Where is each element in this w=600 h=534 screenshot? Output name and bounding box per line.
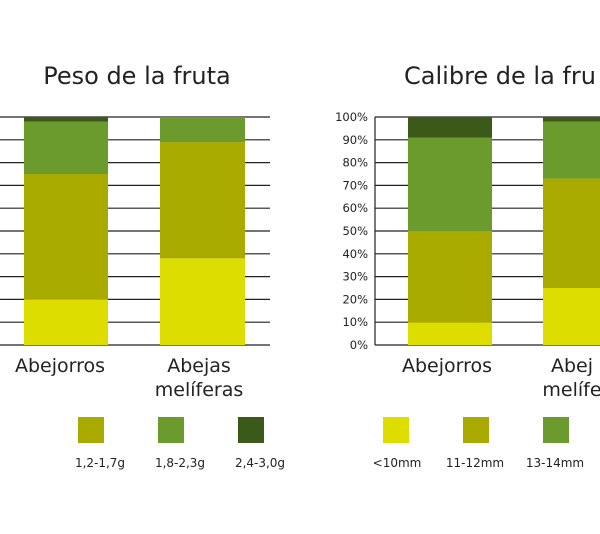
bar-segment	[543, 117, 600, 122]
bar-segment	[543, 288, 600, 345]
y-tick-label: 10%	[342, 315, 368, 329]
y-tick-label: 0%	[350, 338, 368, 352]
bar-segment	[408, 231, 492, 323]
legend-swatch	[238, 417, 264, 443]
bar-segment	[160, 258, 245, 345]
y-tick-label: 50%	[342, 224, 368, 238]
bar-segment	[543, 121, 600, 179]
bar-segment	[24, 174, 108, 300]
category-label: Abejas	[167, 355, 231, 377]
y-tick-label: 30%	[342, 270, 368, 284]
chart-title: Peso de la fruta	[43, 62, 230, 90]
category-label: melíferas	[155, 379, 244, 401]
legend-label: 1,8-2,3g	[155, 456, 205, 470]
y-tick-label: 60%	[342, 201, 368, 215]
bar-segment	[408, 137, 492, 231]
bar-segment	[408, 322, 492, 345]
category-label: Abejorros	[402, 355, 492, 377]
y-tick-label: 20%	[342, 292, 368, 306]
category-label: Abej	[551, 355, 593, 377]
legend-label: <10mm	[373, 456, 422, 470]
chart-title: Calibre de la fru	[404, 62, 596, 90]
bars	[24, 117, 600, 345]
bar-segment	[24, 121, 108, 174]
y-tick-label: 100%	[335, 110, 368, 124]
bar-segment	[160, 142, 245, 259]
bar-segment	[160, 117, 245, 143]
bar-segment	[24, 299, 108, 345]
legend-swatch	[158, 417, 184, 443]
legend-swatch	[543, 417, 569, 443]
y-tick-label: 90%	[342, 133, 368, 147]
legend-swatch	[78, 417, 104, 443]
bar-segment	[408, 117, 492, 138]
bar-segment	[24, 117, 108, 122]
legend-label: 11-12mm	[446, 456, 504, 470]
bar-segment	[543, 178, 600, 288]
y-tick-label: 40%	[342, 247, 368, 261]
legend-label: 1,2-1,7g	[75, 456, 125, 470]
category-label: melífe	[542, 379, 600, 401]
legend-swatch	[463, 417, 489, 443]
legends: 1,1g1,2-1,7g1,8-2,3g2,4-3,0g<10mm11-12mm…	[75, 417, 584, 470]
category-label: Abejorros	[15, 355, 105, 377]
legend-label: 2,4-3,0g	[235, 456, 285, 470]
labels: Peso de la fruta Abejorros Abejasmelíferas…	[15, 62, 600, 401]
legend-swatch	[383, 417, 409, 443]
legend-label: 13-14mm	[526, 456, 584, 470]
y-tick-label: 80%	[342, 156, 368, 170]
y-tick-label: 70%	[342, 178, 368, 192]
